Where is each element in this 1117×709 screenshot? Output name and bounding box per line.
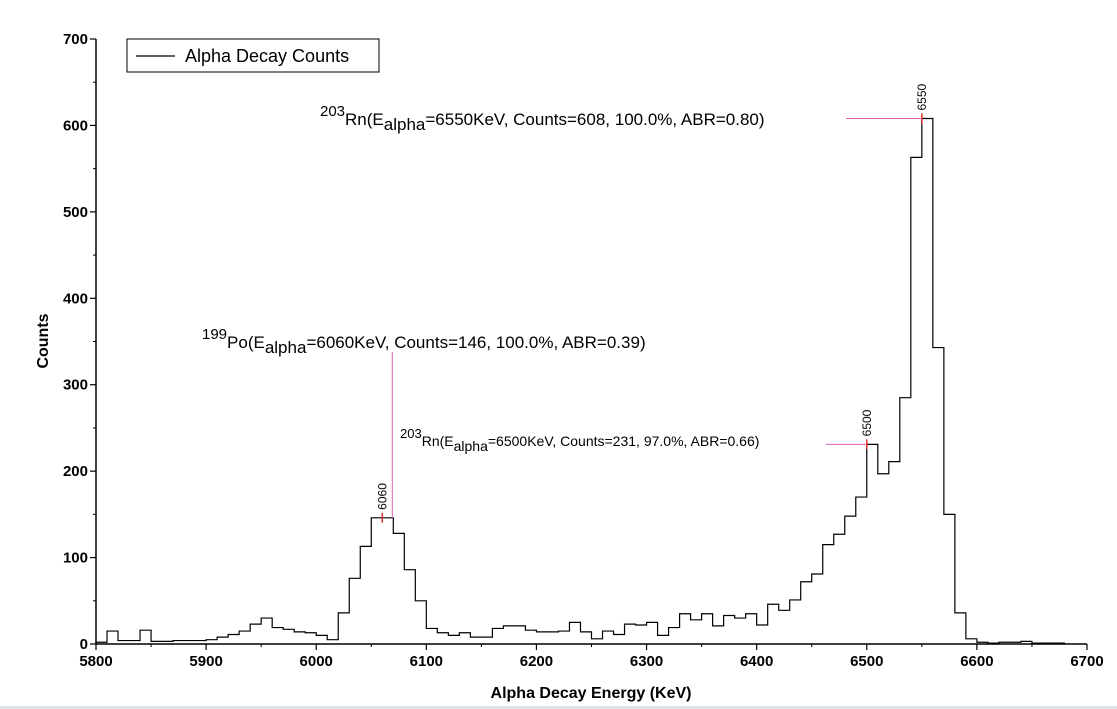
x-tick-label: 6500 [850, 653, 883, 670]
annotation-rn6500-element: Rn [422, 433, 440, 449]
axes [95, 39, 1087, 645]
x-tick-label: 5900 [189, 653, 222, 670]
annotation-po199: 199Po(Ealpha=6060KeV, Counts=146, 100.0%… [202, 326, 646, 357]
y-axis-title: Counts [35, 313, 52, 368]
svg-text:203Rn(Ealpha=6500KeV, Counts=2: 203Rn(Ealpha=6500KeV, Counts=231, 97.0%,… [400, 426, 759, 454]
annotation-rn6550-e: (E [367, 110, 384, 129]
peak-markers: 6060 6500 6550 [375, 83, 929, 523]
y-tick-label: 400 [63, 290, 88, 307]
legend-label: Alpha Decay Counts [185, 46, 349, 66]
annotation-rn6550-element: Rn [345, 110, 367, 129]
annotation-rn6500-e: (E [440, 433, 454, 449]
annotation-po199-rest: =6060KeV, Counts=146, 100.0%, ABR=0.39) [306, 333, 645, 352]
y-tick-label: 200 [63, 463, 88, 480]
x-tick-label: 5800 [79, 653, 112, 670]
histogram-series-line [95, 117, 1065, 644]
annotation-rn6550-mass: 203 [320, 103, 345, 120]
legend: Alpha Decay Counts [126, 38, 380, 73]
tick-labels: 5800 5900 6000 6100 6200 6300 6400 6500 6600 6700… [63, 31, 1104, 670]
annotation-po199-element: Po [227, 333, 248, 352]
y-tick-label: 0 [80, 636, 88, 653]
x-tick-label: 6200 [520, 653, 553, 670]
annotation-rn203-6500: 203Rn(Ealpha=6500KeV, Counts=231, 97.0%,… [400, 426, 759, 454]
x-axis-title: Alpha Decay Energy (KeV) [491, 685, 692, 702]
annotation-rn6550-rest: =6550KeV, Counts=608, 100.0%, ABR=0.80) [425, 110, 764, 129]
x-tick-label: 6700 [1070, 653, 1103, 670]
y-tick-label: 100 [63, 550, 88, 567]
annotation-po199-mass: 199 [202, 326, 227, 343]
x-tick-label: 6300 [630, 653, 663, 670]
y-tick-label: 700 [63, 31, 88, 48]
annotation-rn203-6550: 203Rn(Ealpha=6550KeV, Counts=608, 100.0%… [320, 103, 765, 134]
x-tick-label: 6000 [300, 653, 333, 670]
annotation-po199-sub: alpha [265, 338, 307, 357]
annotation-rn6550-sub: alpha [384, 115, 426, 134]
svg-text:203Rn(Ealpha=6550KeV, Counts=6: 203Rn(Ealpha=6550KeV, Counts=608, 100.0%… [320, 103, 765, 134]
y-tick-label: 500 [63, 204, 88, 221]
window-bottom-edge [0, 706, 1117, 709]
annotation-rn6500-rest: =6500KeV, Counts=231, 97.0%, ABR=0.66) [488, 433, 760, 449]
y-tick-label: 300 [63, 377, 88, 394]
annotation-rn6500-mass: 203 [400, 426, 422, 441]
x-tick-label: 6100 [410, 653, 443, 670]
svg-text:199Po(Ealpha=6060KeV, Counts=1: 199Po(Ealpha=6060KeV, Counts=146, 100.0%… [202, 326, 646, 357]
y-tick-label: 600 [63, 117, 88, 134]
peak-marker-label: 6550 [915, 83, 929, 110]
peak-marker-label: 6500 [860, 409, 874, 436]
peak-marker-label: 6060 [375, 483, 389, 510]
annotation-rn6500-sub: alpha [454, 438, 488, 454]
x-tick-label: 6400 [740, 653, 773, 670]
x-tick-label: 6600 [960, 653, 993, 670]
annotation-po199-e: (E [248, 333, 265, 352]
